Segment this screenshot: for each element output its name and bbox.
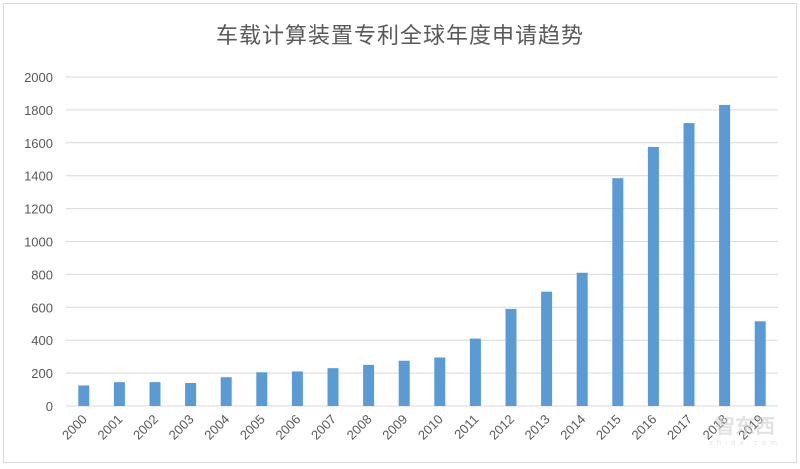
watermark-text: 智东西	[715, 414, 775, 438]
bar-2003	[185, 382, 197, 406]
y-tick-label: 1400	[24, 169, 53, 184]
bar-2017	[683, 123, 695, 406]
y-tick-label: 1200	[24, 202, 53, 217]
x-tick-label: 2003	[166, 412, 197, 443]
bar-2012	[505, 308, 517, 406]
x-tick-label: 2007	[308, 412, 339, 443]
x-tick-label: 2011	[451, 412, 481, 442]
y-tick-label: 1000	[24, 235, 53, 250]
x-tick-label: 2015	[593, 412, 624, 443]
bar-2008	[363, 364, 375, 406]
x-tick-label: 2017	[664, 412, 695, 443]
x-tick-label: 2010	[415, 412, 446, 443]
y-tick-label: 600	[31, 300, 53, 315]
bar-2000	[78, 385, 90, 406]
chart-title: 车载计算装置专利全球年度申请趋势	[215, 24, 584, 49]
x-tick-label: 2008	[344, 412, 375, 443]
x-tick-label: 2001	[94, 412, 125, 443]
y-tick-label: 400	[31, 333, 53, 348]
y-tick-label: 200	[31, 366, 53, 381]
y-tick-label: 0	[46, 399, 53, 414]
bar-2004	[220, 377, 232, 406]
x-tick-label: 2000	[59, 412, 90, 443]
bar-2014	[576, 272, 588, 406]
x-tick-label: 2006	[272, 412, 303, 443]
y-tick-label: 800	[31, 267, 53, 282]
bar-2011	[469, 338, 481, 406]
bar-2013	[541, 291, 553, 406]
x-tick-label: 2009	[379, 412, 410, 443]
y-tick-label: 1600	[24, 136, 53, 151]
x-tick-label: 2012	[486, 412, 517, 443]
bar-2007	[327, 368, 339, 406]
bar-2006	[291, 371, 303, 406]
bar-2002	[149, 382, 161, 406]
x-tick-label: 2005	[237, 412, 268, 443]
bar-2016	[647, 146, 659, 406]
watermark-logo: 智东西 zhidx.com	[700, 410, 790, 450]
x-tick-label: 2004	[201, 412, 232, 443]
x-tick-label: 2014	[557, 412, 588, 443]
bar-2005	[256, 372, 268, 406]
bar-2001	[113, 382, 125, 406]
x-tick-label: 2002	[130, 412, 161, 443]
bar-2010	[434, 357, 446, 406]
bar-2018	[719, 104, 731, 406]
bar-2009	[398, 360, 410, 406]
watermark-subtext: zhidx.com	[709, 439, 781, 447]
x-tick-label: 2016	[628, 412, 659, 443]
bar-2015	[612, 178, 624, 406]
y-tick-label: 1800	[24, 103, 53, 118]
x-tick-label: 2013	[522, 412, 553, 443]
bar-2019	[754, 321, 766, 406]
y-tick-label: 2000	[24, 70, 53, 85]
